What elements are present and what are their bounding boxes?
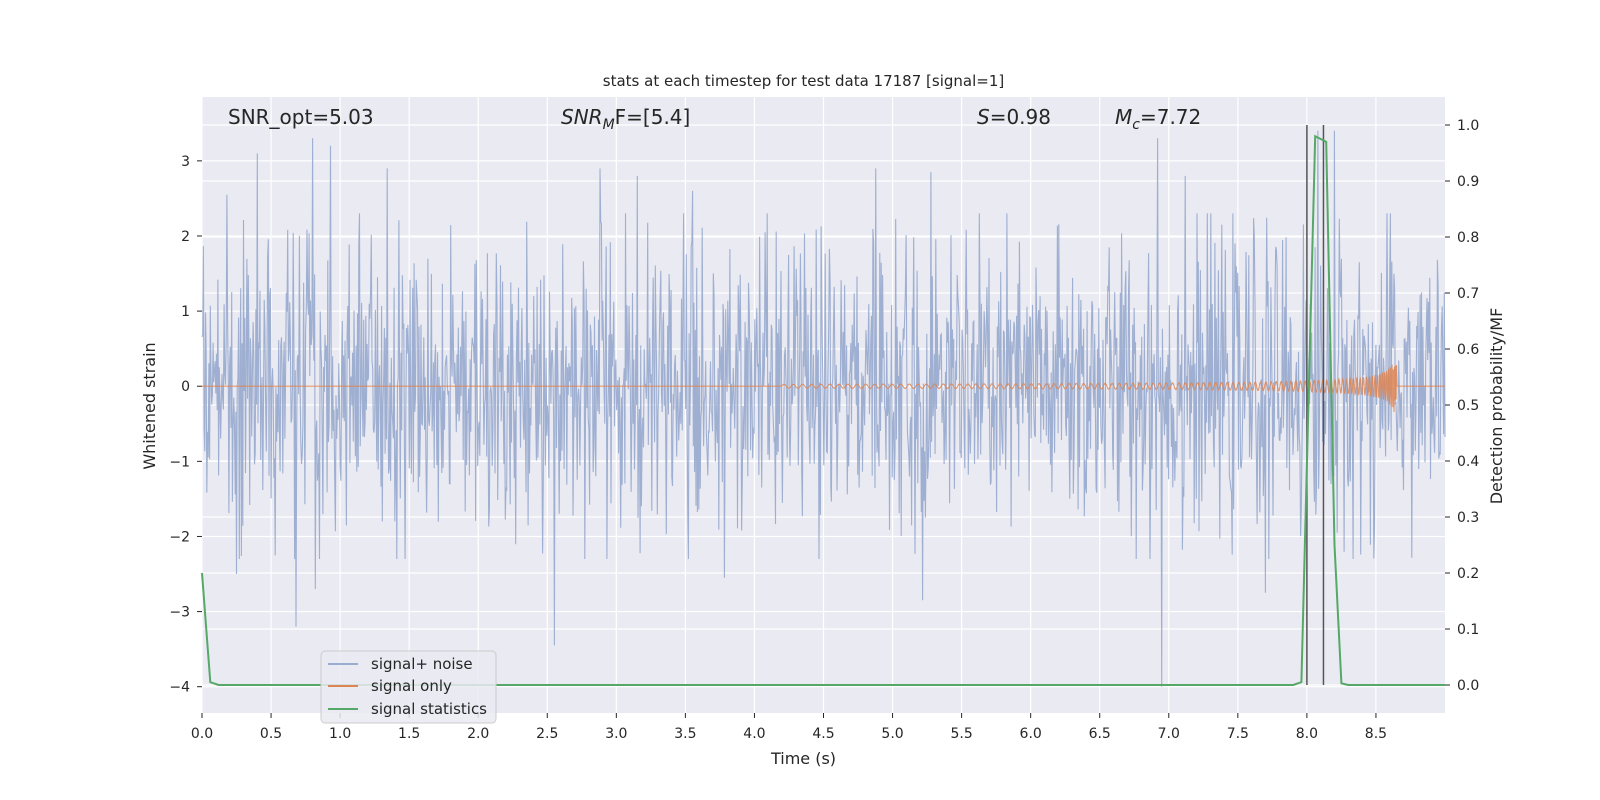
x-tick-label: 2.5 <box>536 726 558 742</box>
y-tick-label-right: 0.5 <box>1457 398 1479 414</box>
x-tick-label: 7.0 <box>1158 726 1180 742</box>
x-axis-label: Time (s) <box>770 749 836 768</box>
y-tick-label-left: 1 <box>181 304 190 320</box>
x-tick-label: 3.0 <box>605 726 627 742</box>
y-tick-label-right: 1.0 <box>1457 118 1479 134</box>
y-tick-label-right: 0.0 <box>1457 678 1479 694</box>
y-tick-label-right: 0.3 <box>1457 510 1479 526</box>
y-axis-label-right: Detection probability/MF <box>1487 308 1506 505</box>
y-tick-label-left: 0 <box>181 379 190 395</box>
legend-label: signal statistics <box>371 700 487 718</box>
x-tick-label: 4.0 <box>743 726 765 742</box>
x-tick-label: 7.5 <box>1227 726 1249 742</box>
y-tick-label-left: −2 <box>169 529 190 545</box>
x-tick-label: 1.0 <box>329 726 351 742</box>
x-tick-label: 8.0 <box>1296 726 1318 742</box>
series-signal-only <box>202 364 1445 412</box>
y-tick-label-left: 2 <box>181 229 190 245</box>
legend: signal+ noise signal only signal statist… <box>320 650 497 724</box>
y-tick-label-left: −4 <box>169 680 190 696</box>
y-tick-label-right: 0.2 <box>1457 566 1479 582</box>
y-tick-label-right: 0.4 <box>1457 454 1479 470</box>
series-signal-noise <box>201 130 1446 687</box>
annotation-snr-opt: SNR_opt=5.03 <box>228 105 374 129</box>
series-signal-statistics <box>201 134 1445 686</box>
x-tick-label: 5.5 <box>950 726 972 742</box>
legend-box <box>320 650 497 724</box>
y-tick-label-right: 0.6 <box>1457 342 1479 358</box>
y-tick-label-left: −3 <box>169 605 190 621</box>
x-tick-label: 4.5 <box>812 726 834 742</box>
legend-label: signal only <box>371 677 452 695</box>
x-tick-label: 0.0 <box>191 726 213 742</box>
y-tick-label-left: 3 <box>181 154 190 170</box>
x-tick-label: 2.0 <box>467 726 489 742</box>
y-tick-label-right: 0.1 <box>1457 622 1479 638</box>
annotation-s: S=0.98 <box>977 105 1051 129</box>
x-tick-label: 8.5 <box>1365 726 1387 742</box>
chart-title: stats at each timestep for test data 171… <box>603 72 1004 90</box>
x-tick-label: 6.5 <box>1089 726 1111 742</box>
x-tick-label: 0.5 <box>260 726 282 742</box>
legend-item-signal-statistics: signal statistics <box>328 700 487 718</box>
y-tick-label-right: 0.7 <box>1457 286 1479 302</box>
annotation-snr-mf: SNRMF=[5.4] <box>561 105 690 133</box>
x-tick-label: 5.0 <box>881 726 903 742</box>
annotation-mc: Mc=7.72 <box>1115 105 1201 133</box>
legend-label: signal+ noise <box>371 655 473 673</box>
y-axis-label-left: Whitened strain <box>140 342 159 469</box>
x-tick-label: 3.5 <box>674 726 696 742</box>
x-tick-label: 1.5 <box>398 726 420 742</box>
x-tick-label: 6.0 <box>1020 726 1042 742</box>
legend-item-signal-noise: signal+ noise <box>328 655 473 673</box>
y-tick-label-right: 0.8 <box>1457 230 1479 246</box>
y-tick-label-right: 0.9 <box>1457 174 1479 190</box>
legend-item-signal-only: signal only <box>328 677 452 695</box>
y-tick-label-left: −1 <box>169 454 190 470</box>
